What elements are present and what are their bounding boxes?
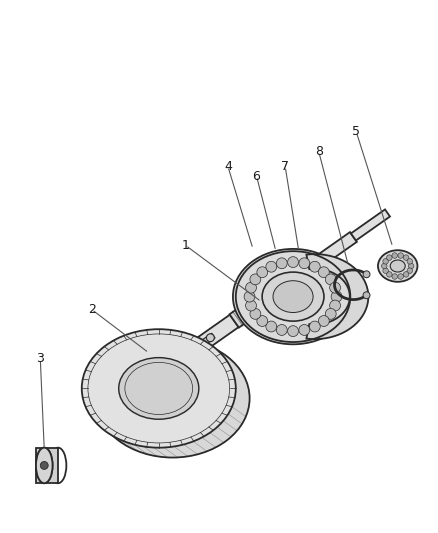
Circle shape [288,257,298,268]
Circle shape [250,274,261,285]
Circle shape [246,300,256,311]
Text: 5: 5 [352,125,360,138]
Circle shape [392,253,397,259]
Circle shape [246,282,256,293]
Circle shape [309,321,320,332]
Circle shape [387,272,392,277]
Circle shape [40,462,48,470]
Circle shape [250,309,261,319]
Ellipse shape [378,250,417,282]
Circle shape [288,326,298,336]
Circle shape [403,272,409,277]
Circle shape [266,261,277,272]
Circle shape [330,282,340,293]
Circle shape [257,267,268,278]
Polygon shape [148,314,239,385]
Polygon shape [307,254,368,339]
Polygon shape [36,448,58,483]
Ellipse shape [36,448,53,483]
Circle shape [309,261,320,272]
Ellipse shape [262,272,324,321]
Ellipse shape [82,329,236,448]
Text: 1: 1 [181,239,189,252]
Circle shape [387,255,392,261]
Ellipse shape [133,367,212,429]
Circle shape [383,268,389,273]
Circle shape [266,321,277,332]
Polygon shape [351,209,390,240]
Text: 2: 2 [88,303,95,316]
Text: 4: 4 [224,160,232,173]
FancyBboxPatch shape [199,333,215,347]
Ellipse shape [233,249,353,344]
Text: 6: 6 [253,169,261,183]
Text: 8: 8 [315,145,323,158]
Circle shape [398,274,403,279]
Circle shape [244,291,255,302]
Polygon shape [302,232,357,276]
Polygon shape [101,373,156,417]
Circle shape [325,309,336,319]
Ellipse shape [273,281,313,312]
Ellipse shape [390,260,405,272]
Ellipse shape [36,448,53,483]
Circle shape [383,259,389,264]
Circle shape [407,268,413,273]
Circle shape [206,334,214,342]
Circle shape [392,274,397,279]
Circle shape [318,316,329,326]
Circle shape [381,263,387,269]
Circle shape [257,316,268,326]
Text: 3: 3 [36,352,44,365]
Circle shape [363,271,370,278]
Circle shape [398,253,403,259]
Circle shape [330,300,340,311]
Ellipse shape [119,358,199,419]
Circle shape [325,274,336,285]
Circle shape [331,291,342,302]
Circle shape [408,263,414,269]
Circle shape [299,258,310,269]
Circle shape [407,259,413,264]
Text: 7: 7 [281,160,289,173]
Polygon shape [230,264,311,328]
Circle shape [403,255,409,261]
Circle shape [318,267,329,278]
Ellipse shape [95,339,250,457]
Circle shape [276,325,287,335]
Circle shape [299,325,310,335]
Circle shape [363,292,370,298]
Circle shape [276,258,287,269]
